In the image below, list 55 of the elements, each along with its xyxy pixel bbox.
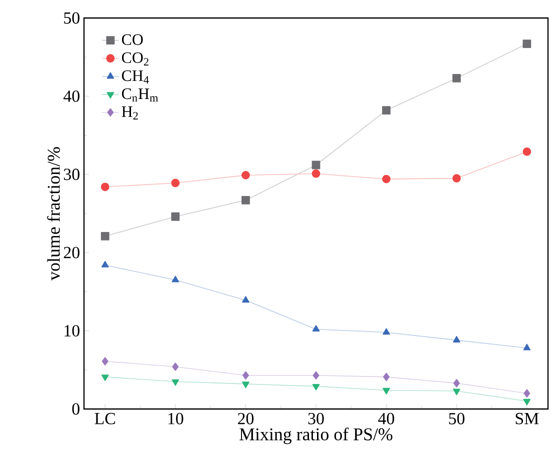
x-tick-label: 30 bbox=[308, 412, 324, 424]
point bbox=[171, 178, 180, 188]
point bbox=[382, 388, 390, 394]
point bbox=[101, 260, 109, 268]
point bbox=[382, 328, 390, 335]
point bbox=[382, 174, 391, 184]
point bbox=[312, 384, 320, 391]
legend-label: CO bbox=[122, 34, 143, 46]
x-axis-title: Mixing ratio of PS/% bbox=[240, 428, 392, 444]
point bbox=[242, 170, 250, 180]
y-tick-label: 20 bbox=[64, 246, 80, 258]
point bbox=[452, 336, 460, 342]
point bbox=[242, 371, 249, 380]
point bbox=[242, 296, 250, 303]
legend-label: CH$_{4}$ bbox=[122, 70, 149, 84]
point bbox=[312, 160, 320, 170]
point bbox=[382, 106, 391, 114]
point bbox=[522, 40, 532, 48]
y-tick-label: 10 bbox=[64, 325, 80, 337]
legend-label: H$_{2}$ bbox=[122, 106, 138, 120]
point bbox=[312, 371, 320, 380]
x-tick-label: 40 bbox=[378, 412, 394, 424]
x-tick-label: LC bbox=[94, 412, 115, 424]
point bbox=[452, 174, 461, 182]
point bbox=[171, 212, 180, 221]
y-tick-label: 30 bbox=[64, 168, 80, 180]
point bbox=[452, 74, 461, 82]
legend-label: CO$_{2}$ bbox=[122, 52, 148, 66]
point bbox=[312, 325, 320, 332]
point bbox=[312, 169, 320, 178]
y-axis-title: volume fraction/% bbox=[47, 147, 60, 280]
legend-label: C$_{n}$H$_{m}$ bbox=[122, 88, 158, 102]
x-tick-label: SM bbox=[516, 412, 539, 424]
point bbox=[523, 344, 531, 350]
point bbox=[172, 362, 179, 371]
point bbox=[100, 232, 110, 240]
point bbox=[242, 382, 250, 388]
point bbox=[242, 196, 250, 204]
point bbox=[383, 372, 390, 382]
point bbox=[100, 182, 110, 192]
point bbox=[172, 379, 180, 386]
point bbox=[101, 374, 109, 382]
point bbox=[523, 398, 531, 406]
y-tick-label: 50 bbox=[64, 12, 80, 24]
point bbox=[102, 357, 108, 366]
point bbox=[524, 389, 530, 398]
y-tick-label: 0 bbox=[72, 403, 80, 415]
point bbox=[522, 148, 532, 156]
point bbox=[453, 378, 460, 388]
y-tick-label: 40 bbox=[63, 90, 80, 102]
x-tick-label: 50 bbox=[449, 412, 464, 424]
x-tick-label: 20 bbox=[238, 412, 254, 424]
point bbox=[452, 388, 460, 396]
point bbox=[172, 276, 180, 282]
x-tick-label: 10 bbox=[168, 412, 184, 424]
